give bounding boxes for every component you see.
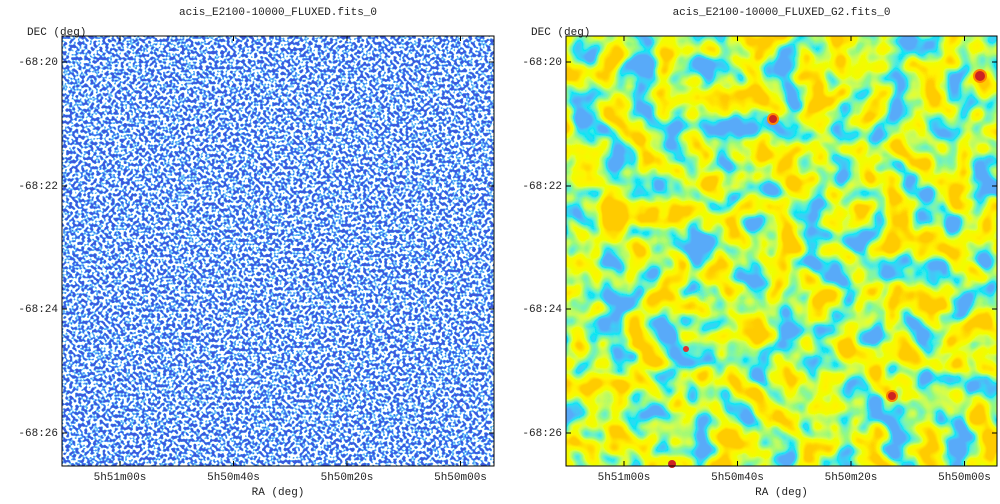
y-tick-label: -68:22 [18, 181, 58, 193]
y-tick-label: -68:26 [522, 428, 562, 440]
panel-right [565, 35, 998, 468]
source [886, 390, 898, 402]
y-tick-label: -68:20 [522, 57, 562, 69]
frame [61, 35, 495, 467]
x-axis-label: RA (deg) [252, 487, 305, 499]
x-tick-label: 5h51m00s [94, 472, 147, 484]
x-tick-label: 5h50m20s [825, 472, 878, 484]
y-axis-label: DEC (deg) [531, 27, 590, 39]
x-axis-label: RA (deg) [755, 487, 808, 499]
image [566, 36, 997, 466]
source [683, 346, 689, 352]
y-tick-label: -68:24 [522, 304, 562, 316]
y-tick-label: -68:26 [18, 428, 58, 440]
x-tick-label: 5h51m00s [598, 472, 651, 484]
source [668, 460, 676, 468]
panel-title: acis_E2100-10000_FLUXED.fits_0 [179, 7, 377, 19]
panel-title: acis_E2100-10000_FLUXED_G2.fits_0 [673, 7, 891, 19]
panel-left [61, 35, 495, 467]
x-tick-label: 5h50m00s [434, 472, 487, 484]
x-tick-label: 5h50m20s [321, 472, 374, 484]
x-tick-label: 5h50m40s [207, 472, 260, 484]
source [973, 69, 987, 83]
frame [565, 35, 998, 467]
x-tick-label: 5h50m40s [711, 472, 764, 484]
source [767, 113, 779, 125]
x-tick-label: 5h50m00s [938, 472, 991, 484]
y-tick-label: -68:24 [18, 304, 58, 316]
y-tick-label: -68:22 [522, 181, 562, 193]
y-tick-label: -68:20 [18, 57, 58, 69]
y-axis-label: DEC (deg) [27, 27, 86, 39]
image [62, 36, 494, 466]
